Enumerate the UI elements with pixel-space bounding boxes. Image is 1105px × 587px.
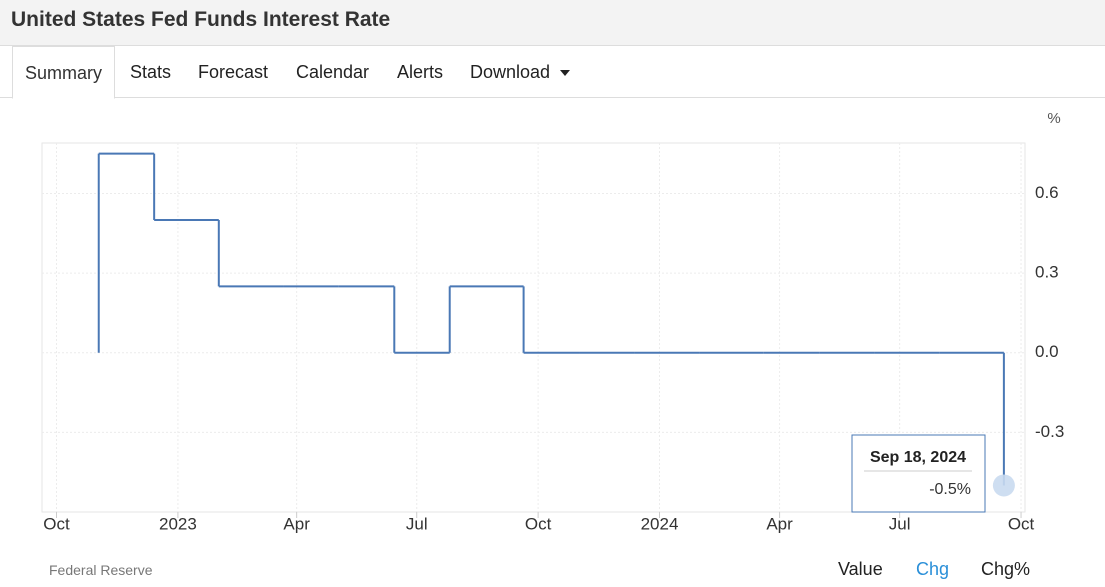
hover-marker [992, 474, 1015, 497]
tab[interactable]: Alerts [397, 62, 444, 82]
tab[interactable]: Download [470, 46, 571, 98]
tab[interactable]: Calendar [296, 62, 370, 82]
y-tick-label: -0.3 [1035, 422, 1064, 441]
x-tick-label: Jul [889, 514, 911, 533]
dropdown-caret [560, 70, 571, 77]
tab-bar: Summary Stats Forecast Calendar Alerts Downlo… [0, 45, 1105, 99]
tab[interactable]: Summary [12, 46, 116, 99]
x-tick-label: Oct [1008, 514, 1035, 533]
y-unit: % [1047, 110, 1060, 127]
tooltip-date: Sep 18, 2024 [870, 449, 966, 466]
y-tick-label: 0.6 [1035, 183, 1059, 202]
toggle[interactable]: Chg [916, 559, 950, 579]
tooltip-value: -0.5% [929, 481, 971, 498]
source: Federal Reserve [49, 562, 153, 578]
plot-frame [41, 142, 1026, 513]
y-tick-label: 0.3 [1035, 263, 1059, 282]
tab[interactable]: Forecast [198, 62, 269, 82]
x-tick-label: Oct [43, 514, 70, 533]
header: United States Fed Funds Interest Rate [0, 0, 1105, 45]
x-tick-label: Jul [406, 514, 428, 533]
page-title: United States Fed Funds Interest Rate [11, 8, 391, 31]
x-tick-label: Apr [766, 514, 793, 533]
toggle[interactable]: Chg% [981, 559, 1031, 579]
x-tick-label: Apr [283, 514, 310, 533]
x-tick-label: 2024 [641, 514, 679, 533]
x-tick-label: Oct [525, 514, 552, 533]
tooltip: Sep 18, 2024 -0.5% [851, 434, 986, 513]
tab[interactable]: Stats [130, 62, 172, 82]
toggle[interactable]: Value [838, 559, 883, 579]
y-tick-label: 0.0 [1035, 342, 1059, 361]
tooltip-box [851, 434, 986, 513]
x-tick-label: 2023 [159, 514, 197, 533]
